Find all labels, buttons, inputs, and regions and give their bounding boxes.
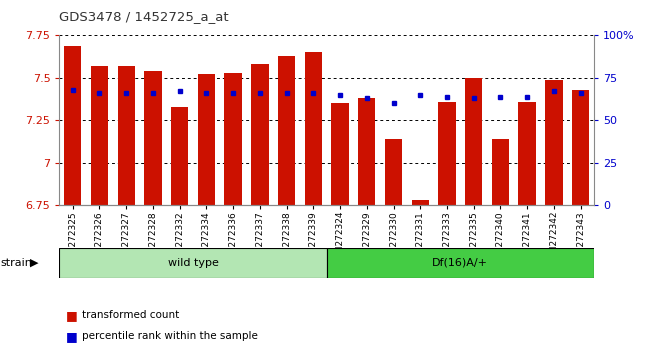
- Text: percentile rank within the sample: percentile rank within the sample: [82, 331, 258, 341]
- Bar: [91, 66, 108, 205]
- Bar: [59, 248, 327, 278]
- Bar: [412, 200, 429, 205]
- Bar: [224, 73, 242, 205]
- Bar: [465, 78, 482, 205]
- Bar: [385, 139, 402, 205]
- Text: GDS3478 / 1452725_a_at: GDS3478 / 1452725_a_at: [59, 10, 229, 23]
- Text: ■: ■: [66, 309, 78, 321]
- Bar: [171, 107, 188, 205]
- Bar: [572, 90, 589, 205]
- Bar: [438, 102, 455, 205]
- Text: ■: ■: [66, 330, 78, 343]
- Bar: [198, 74, 215, 205]
- Bar: [492, 139, 509, 205]
- Bar: [305, 52, 322, 205]
- Bar: [327, 248, 594, 278]
- Text: Df(16)A/+: Df(16)A/+: [432, 258, 488, 268]
- Text: wild type: wild type: [168, 258, 218, 268]
- Bar: [251, 64, 269, 205]
- Bar: [64, 46, 81, 205]
- Text: strain: strain: [1, 258, 32, 268]
- Bar: [331, 103, 348, 205]
- Text: ▶: ▶: [30, 258, 38, 268]
- Bar: [358, 98, 376, 205]
- Text: transformed count: transformed count: [82, 310, 180, 320]
- Bar: [519, 102, 536, 205]
- Bar: [545, 80, 562, 205]
- Bar: [117, 66, 135, 205]
- Bar: [278, 56, 295, 205]
- Bar: [145, 71, 162, 205]
